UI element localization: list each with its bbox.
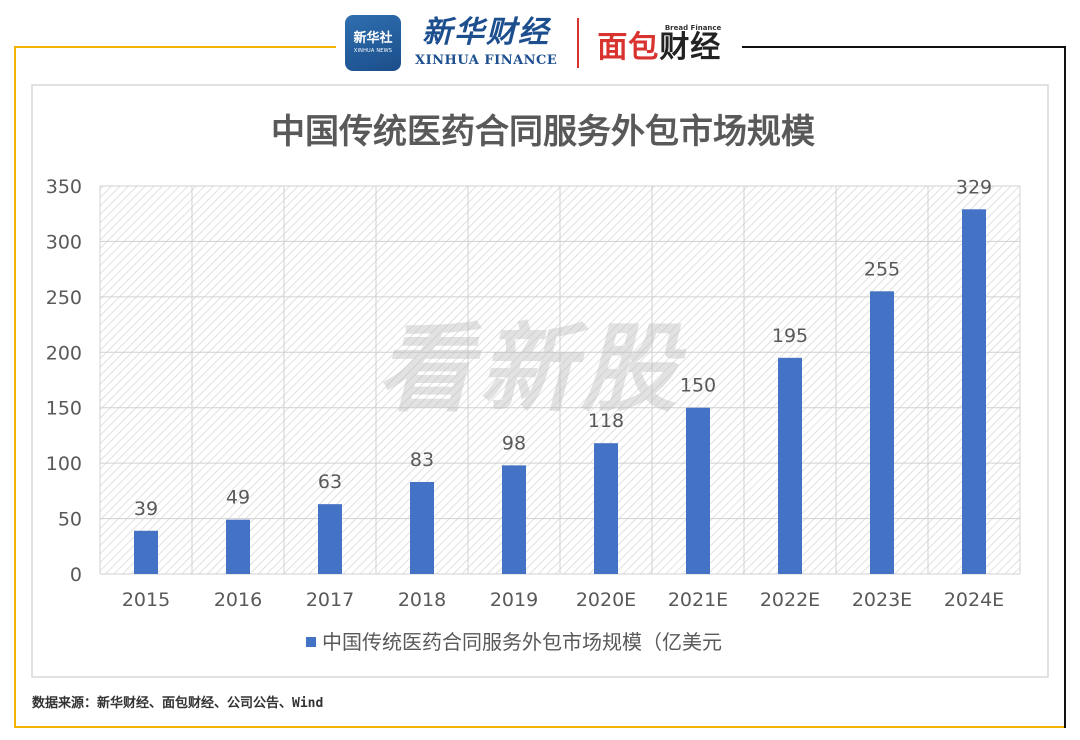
bars bbox=[134, 209, 986, 574]
bread-finance-cn: 面包财经 bbox=[597, 29, 722, 65]
bar bbox=[502, 465, 526, 574]
x-tick-label: 2016 bbox=[214, 589, 262, 611]
chart-title: 中国传统医药合同服务外包市场规模 bbox=[271, 112, 815, 152]
bar bbox=[870, 291, 894, 574]
bar bbox=[778, 357, 802, 574]
y-tick-label: 100 bbox=[46, 453, 82, 475]
bar-value-label: 150 bbox=[680, 375, 716, 397]
bread-finance-cn-b: 财经 bbox=[659, 29, 722, 65]
y-axis: 0 50 100 150 200 250 300 350 bbox=[46, 176, 82, 586]
x-tick-label: 2024E bbox=[944, 589, 1004, 611]
x-tick-label: 2020E bbox=[576, 589, 636, 611]
gridlines bbox=[99, 185, 1021, 575]
bar bbox=[686, 407, 710, 574]
xinhua-badge-text: 新华社 bbox=[353, 30, 393, 46]
bar-value-label: 63 bbox=[318, 471, 342, 493]
bar bbox=[962, 209, 986, 574]
frame-right-line bbox=[1064, 46, 1066, 728]
bar bbox=[134, 530, 158, 574]
data-source-note: 数据来源：新华财经、面包财经、公司公告、Wind bbox=[32, 696, 324, 711]
x-tick-label: 2021E bbox=[668, 589, 728, 611]
data-labels: 39 49 63 83 98 118 150 195 255 329 bbox=[134, 176, 992, 519]
chart-area-border bbox=[31, 84, 1049, 678]
watermark: 看新股 bbox=[377, 313, 687, 425]
header-logos: 新华社 XINHUA NEWS 新华财经 XINHUA FINANCE Brea… bbox=[345, 10, 745, 76]
frame-bottom-line bbox=[14, 726, 1066, 728]
bar bbox=[410, 481, 434, 574]
bar bbox=[226, 519, 250, 574]
bar bbox=[594, 443, 618, 574]
xinhua-finance-cn: 新华财经 bbox=[422, 15, 551, 50]
legend: 中国传统医药合同服务外包市场规模（亿美元 bbox=[306, 630, 722, 654]
y-tick-label: 150 bbox=[46, 398, 82, 420]
bread-finance-en: Bread Finance bbox=[664, 23, 722, 32]
logo-separator bbox=[577, 18, 580, 68]
bar-value-label: 118 bbox=[588, 410, 624, 432]
frame-left-line bbox=[14, 46, 16, 728]
y-tick-label: 50 bbox=[58, 509, 82, 531]
bread-finance-logo: Bread Finance 面包财经 bbox=[597, 24, 721, 63]
bar-value-label: 39 bbox=[134, 498, 158, 520]
bread-finance-cn-a: 面包 bbox=[597, 29, 660, 65]
y-tick-label: 300 bbox=[46, 231, 82, 253]
y-tick-label: 0 bbox=[70, 564, 82, 586]
bar-value-label: 195 bbox=[772, 325, 808, 347]
x-tick-label: 2019 bbox=[490, 589, 538, 611]
bar-value-label: 83 bbox=[410, 449, 434, 471]
xinhua-badge-en: XINHUA NEWS bbox=[353, 47, 393, 54]
xinhua-finance-en: XINHUA FINANCE bbox=[415, 53, 558, 68]
bar-value-label: 255 bbox=[864, 258, 900, 280]
x-tick-label: 2022E bbox=[760, 589, 820, 611]
x-tick-label: 2015 bbox=[122, 589, 170, 611]
x-tick-label: 2023E bbox=[852, 589, 912, 611]
xinhua-finance-logo: 新华财经 XINHUA FINANCE bbox=[415, 15, 558, 69]
y-tick-label: 200 bbox=[46, 342, 82, 364]
bar-value-label: 98 bbox=[502, 432, 526, 454]
x-axis: 2015 2016 2017 2018 2019 2020E 2021E 2022E 2023E… bbox=[122, 589, 1004, 611]
legend-label: 中国传统医药合同服务外包市场规模（亿美元 bbox=[322, 630, 722, 654]
xinhua-badge-logo: 新华社 XINHUA NEWS bbox=[345, 15, 401, 71]
frame-top-left-line bbox=[14, 46, 336, 48]
x-tick-label: 2017 bbox=[306, 589, 354, 611]
x-tick-label: 2018 bbox=[398, 589, 446, 611]
legend-swatch bbox=[306, 637, 316, 647]
bar-value-label: 329 bbox=[956, 176, 992, 198]
frame-top-right-line bbox=[742, 46, 1066, 48]
y-tick-label: 350 bbox=[46, 176, 82, 198]
bar-value-label: 49 bbox=[226, 487, 250, 509]
y-tick-label: 250 bbox=[46, 287, 82, 309]
bar bbox=[318, 504, 342, 574]
